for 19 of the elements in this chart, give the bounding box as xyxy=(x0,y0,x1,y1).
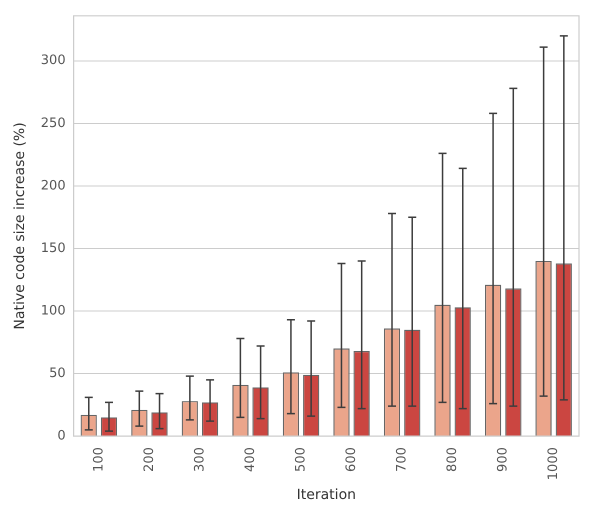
x-tick-label: 800 xyxy=(445,447,460,472)
y-tick-label: 200 xyxy=(40,178,66,194)
y-tick-label: 300 xyxy=(40,53,66,68)
x-tick-label: 1000 xyxy=(546,447,562,480)
y-tick-label: 150 xyxy=(40,240,66,256)
x-tick-label: 300 xyxy=(192,447,208,472)
x-tick-label: 200 xyxy=(142,447,157,472)
x-tick-label: 600 xyxy=(344,447,359,472)
x-axis-title: Iteration xyxy=(296,487,356,504)
x-tick-label: 100 xyxy=(91,447,106,472)
y-tick-label: 100 xyxy=(40,303,66,318)
y-tick-label: 50 xyxy=(49,366,66,381)
x-tick-label: 700 xyxy=(394,447,410,472)
x-tick-label: 900 xyxy=(496,447,511,472)
y-axis-title: Native code size increase (%) xyxy=(12,122,28,330)
y-tick-label: 0 xyxy=(57,428,66,444)
y-tick-label: 250 xyxy=(40,116,66,131)
x-tick-label: 500 xyxy=(293,447,308,472)
x-tick-label: 400 xyxy=(242,447,258,472)
